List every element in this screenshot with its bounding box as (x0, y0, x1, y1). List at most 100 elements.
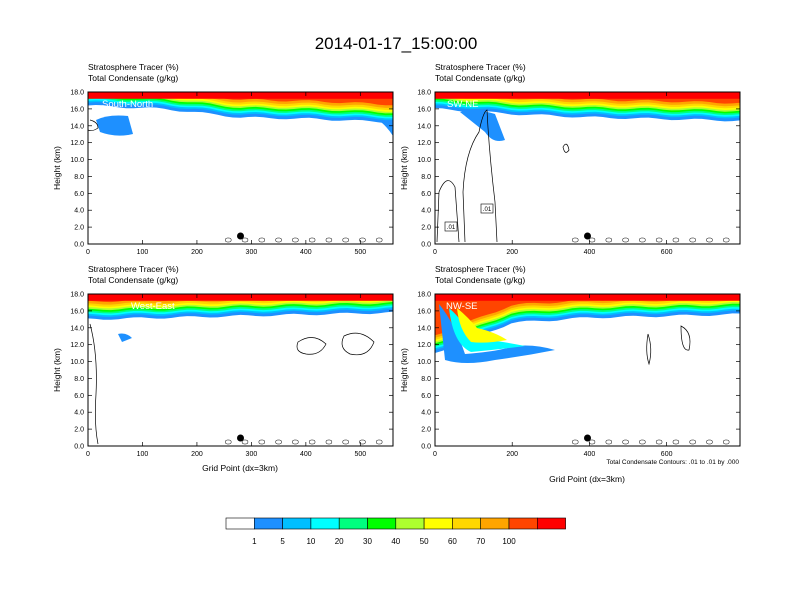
colorbar-label: 100 (502, 537, 516, 546)
condensate-contour (605, 439, 613, 445)
condensate-contour (308, 237, 316, 243)
x-tick-label: 200 (506, 249, 518, 256)
colorbar-label: 20 (335, 537, 344, 546)
colorbar-label: 70 (476, 537, 485, 546)
condensate-contour (639, 237, 646, 243)
x-tick-label: 0 (433, 451, 437, 458)
condensate-contour (292, 237, 299, 243)
tracer-band-top (435, 294, 740, 301)
y-tick-label: 2.0 (421, 225, 431, 232)
condensate-contour (89, 323, 99, 445)
y-tick-label: 10.0 (70, 157, 84, 164)
y-tick-label: 8.0 (74, 174, 84, 181)
condensate-contour (359, 237, 366, 243)
x-tick-label: 0 (86, 249, 90, 256)
condensate-contour (706, 439, 713, 445)
y-tick-label: 4.0 (74, 410, 84, 417)
y-axis-label: Height (km) (399, 146, 409, 190)
y-tick-label: 14.0 (70, 123, 84, 130)
panel-title-line2: Total Condensate (g/kg) (88, 275, 178, 285)
x-tick-label: 400 (300, 451, 312, 458)
y-tick-label: 14.0 (417, 325, 431, 332)
condensate-area (118, 333, 132, 342)
contour-note: Total Condensate Contours: .01 to .01 by… (606, 459, 739, 466)
y-tick-label: 6.0 (421, 191, 431, 198)
condensate-contour (689, 439, 696, 445)
y-tick-label: 10.0 (417, 157, 431, 164)
plot-area: .01 .01 0.0 2.0 4.0 6.0 8.0 10.0 12.0 14.0 16.0 18.… (417, 90, 741, 256)
colorbar-box (225, 517, 255, 530)
x-axis-label: Grid Point (dx=3km) (549, 474, 625, 484)
y-tick-label: 6.0 (421, 393, 431, 400)
section-label: South-North (102, 99, 153, 110)
colorbar-box (536, 517, 566, 530)
condensate-contour (308, 439, 316, 445)
condensate-contour (572, 439, 579, 445)
y-tick-label: 12.0 (70, 342, 84, 349)
condensate-contour (258, 439, 266, 445)
colorbar-box (423, 517, 453, 530)
condensate-contour (572, 237, 579, 243)
condensate-contour (436, 180, 460, 243)
panel-title-line1: Stratosphere Tracer (%) (435, 62, 526, 72)
location-marker (584, 232, 591, 240)
y-tick-label: 8.0 (74, 376, 84, 383)
contour-label: .01 (447, 225, 456, 231)
condensate-contour (689, 237, 696, 243)
section-label: West-East (131, 301, 175, 312)
condensate-contour (375, 439, 383, 445)
y-tick-label: 4.0 (74, 208, 84, 215)
colorbar-label: 1 (252, 537, 257, 546)
figure-title: 2014-01-17_15:00:00 (315, 34, 478, 53)
plot-frame (434, 91, 741, 245)
plot-background (88, 294, 393, 446)
section-label: SW-NE (447, 99, 479, 110)
tracer-band-top (435, 92, 740, 99)
x-tick-label: 600 (661, 249, 673, 256)
panel-bottom-right: Stratosphere Tracer (%) Total Condensate… (399, 264, 741, 484)
condensate-contour (672, 237, 680, 243)
condensate-contour (296, 337, 327, 355)
y-tick-label: 18.0 (417, 90, 431, 97)
y-tick-label: 0.0 (421, 444, 431, 451)
panel-top-left: Stratosphere Tracer (%) Total Condensate… (52, 62, 394, 256)
contour-label: .01 (483, 207, 492, 213)
x-tick-label: 200 (191, 451, 203, 458)
plot-area: 0.0 2.0 4.0 6.0 8.0 10.0 12.0 14.0 16.0 18.0 0 100 2… (70, 292, 394, 458)
x-tick-label: 500 (354, 249, 366, 256)
condensate-area (96, 115, 133, 136)
x-tick-label: 600 (661, 451, 673, 458)
x-tick-label: 400 (584, 451, 596, 458)
location-marker (237, 232, 244, 240)
condensate-area (449, 308, 525, 352)
condensate-contour (562, 143, 570, 153)
colorbar-label: 50 (420, 537, 429, 546)
panel-title-line2: Total Condensate (g/kg) (435, 275, 525, 285)
plot-area: 0.0 2.0 4.0 6.0 8.0 10.0 12.0 14.0 16.0 18.0 0 200 4… (417, 292, 741, 458)
colorbar-box (452, 517, 481, 530)
tracer-band (435, 294, 740, 336)
y-tick-label: 12.0 (70, 140, 84, 147)
colorbar-box (508, 517, 538, 530)
condensate-contour (87, 119, 99, 132)
panel-top-right: Stratosphere Tracer (%) Total Condensate… (399, 62, 741, 256)
condensate-area (381, 120, 393, 136)
location-marker (584, 434, 591, 442)
x-tick-label: 300 (246, 249, 258, 256)
colorbar-label: 60 (448, 537, 457, 546)
plot-frame (434, 293, 741, 447)
condensate-contour (622, 237, 629, 243)
colorbar-label: 40 (391, 537, 400, 546)
condensate-contour (275, 439, 282, 445)
condensate-contour (375, 237, 383, 243)
x-tick-label: 100 (137, 451, 149, 458)
y-tick-label: 18.0 (417, 292, 431, 299)
y-tick-label: 18.0 (70, 90, 84, 97)
colorbar-label: 30 (363, 537, 372, 546)
condensate-contour (241, 237, 249, 243)
colorbar-box (395, 517, 425, 530)
condensate-contour (722, 439, 730, 445)
condensate-area (457, 308, 507, 343)
condensate-contour (680, 325, 691, 351)
y-tick-label: 2.0 (421, 427, 431, 434)
